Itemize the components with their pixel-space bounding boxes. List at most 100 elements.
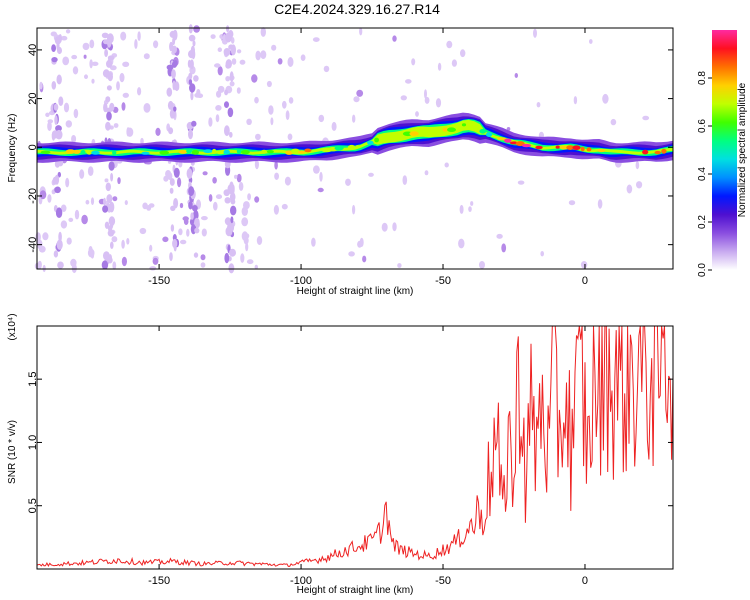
- spectrogram-noise-speckle: [368, 172, 374, 177]
- spectrogram-noise-streak: [193, 75, 199, 82]
- spectrogram-peak: [186, 148, 193, 154]
- snr-y-tick-label: 1.5: [27, 372, 39, 387]
- spectrogram-noise-streak: [107, 229, 115, 237]
- spectrogram-noise-speckle: [514, 73, 518, 78]
- spectrogram-noise-speckle: [91, 78, 95, 84]
- spectrogram-x-tick-label: 0: [582, 275, 588, 287]
- spectrogram-noise-speckle: [71, 54, 78, 60]
- spectrogram-noise-speckle: [39, 190, 47, 200]
- spectrogram-peak: [447, 127, 456, 132]
- spectrogram-noise-speckle: [277, 58, 283, 65]
- spectrogram-peak: [40, 150, 51, 154]
- spectrogram-noise-streak: [166, 87, 173, 97]
- spectrogram-noise-speckle: [444, 162, 449, 168]
- spectrogram-noise-speckle: [153, 40, 159, 49]
- spectrogram-noise-speckle: [317, 187, 324, 193]
- spectrogram-peak: [597, 148, 606, 153]
- spectrogram-noise-speckle: [254, 196, 260, 203]
- spectrogram-noise-streak: [223, 48, 231, 56]
- spectrogram-noise-speckle: [155, 127, 161, 136]
- spectrogram-noise-speckle: [381, 222, 388, 232]
- spectrogram-noise-speckle: [124, 200, 128, 206]
- spectrogram-noise-speckle: [210, 34, 216, 39]
- spectrogram-noise-streak: [103, 197, 106, 206]
- spectrogram-noise-streak: [103, 39, 110, 45]
- spectrogram-noise-speckle: [260, 50, 267, 59]
- spectrogram-noise-speckle: [137, 31, 141, 41]
- spectrogram-noise-speckle: [285, 110, 290, 121]
- spectrogram-peak: [212, 148, 217, 154]
- spectrogram-noise-speckle: [208, 117, 213, 127]
- spectrogram-peak: [374, 137, 379, 143]
- spectrogram-noise-streak: [228, 44, 234, 50]
- spectrogram-noise-streak: [104, 49, 108, 57]
- spectrogram-noise-speckle: [247, 193, 252, 201]
- spectrogram-noise-speckle: [635, 161, 640, 170]
- spectrogram-noise-speckle: [85, 199, 90, 205]
- spectrogram-noise-speckle: [79, 169, 85, 179]
- spectrogram-peak: [580, 146, 585, 152]
- colorbar: 0.0 0.2 0.4 0.6 0.8 Normalized spectral ampl…: [697, 30, 748, 277]
- spectrogram-noise-speckle: [45, 112, 50, 118]
- spectrogram-noise-streak: [55, 125, 62, 132]
- spectrogram-noise-speckle: [113, 123, 119, 128]
- spectrogram-noise-streak: [105, 182, 112, 192]
- spectrogram-peak: [261, 149, 268, 154]
- colorbar-tick-label: 0.0: [697, 263, 708, 277]
- spectrogram-noise-streak: [194, 217, 200, 227]
- spectrogram-noise-speckle: [254, 264, 258, 270]
- spectrogram-noise-speckle: [200, 254, 206, 261]
- spectrogram-noise-streak: [109, 201, 115, 213]
- spectrogram-peak: [497, 137, 506, 141]
- snr-x-tick-label: -50: [435, 575, 451, 587]
- spectrogram-peak: [141, 151, 150, 155]
- spectrogram-noise-streak: [58, 231, 62, 243]
- spectrogram-noise-streak: [167, 100, 174, 110]
- spectrogram-noise-speckle: [451, 59, 457, 67]
- spectrogram-noise-speckle: [148, 203, 155, 208]
- spectrogram-x-tick-label: -150: [148, 275, 170, 287]
- spectrogram-peak: [223, 149, 230, 155]
- colorbar-gradient: [712, 30, 737, 270]
- spectrogram-noise-streak: [172, 61, 177, 68]
- spectrogram-noise-speckle: [222, 33, 226, 44]
- spectrogram-noise-speckle: [62, 56, 70, 66]
- spectrogram-noise-streak: [51, 131, 56, 141]
- spectrogram-noise-streak: [108, 216, 116, 226]
- spectrogram-noise-speckle: [602, 93, 609, 104]
- spectrogram-noise-speckle: [121, 239, 125, 249]
- snr-marks: [36, 325, 674, 567]
- spectrogram-noise-streak: [110, 172, 114, 182]
- spectrogram-peak: [203, 149, 213, 154]
- spectrogram-noise-speckle: [217, 47, 222, 52]
- spectrogram-noise-speckle: [73, 108, 79, 119]
- spectrogram-noise-speckle: [288, 97, 294, 104]
- spectrogram-peak: [334, 146, 344, 151]
- spectrogram-noise-speckle: [200, 262, 206, 268]
- spectrogram-noise-speckle: [331, 121, 337, 131]
- spectrogram-noise-speckle: [65, 177, 70, 188]
- spectrogram-noise-speckle: [213, 201, 218, 211]
- spectrogram-noise-speckle: [300, 54, 306, 61]
- spectrogram-noise-speckle: [229, 81, 235, 87]
- spectrogram-noise-speckle: [149, 266, 157, 271]
- spectrogram-noise-speckle: [580, 261, 588, 269]
- spectrogram-peak: [355, 145, 361, 149]
- snr-y-ticks: 0.5 1.0 1.5: [27, 372, 673, 513]
- spectrogram-noise-streak: [106, 59, 113, 68]
- spectrogram-frame: [36, 27, 674, 270]
- spectrogram-peak: [159, 150, 169, 155]
- spectrogram-noise-streak: [189, 83, 196, 93]
- spectrogram-noise-speckle: [256, 236, 263, 245]
- spectrogram-noise-streak: [224, 197, 231, 204]
- chart-title: C2E4.2024.329.16.27.R14: [274, 1, 440, 17]
- spectrogram-noise-speckle: [435, 98, 442, 108]
- spectrogram-noise-speckle: [42, 232, 49, 241]
- spectrogram-noise-streak: [109, 102, 115, 112]
- spectrogram-noise-streak: [104, 221, 110, 229]
- spectrogram-noise-speckle: [60, 220, 68, 229]
- spectrogram-noise-speckle: [411, 58, 416, 66]
- spectrogram-noise-streak: [224, 101, 229, 108]
- spectrogram-noise-speckle: [359, 237, 364, 247]
- spectrogram-noise-speckle: [231, 58, 237, 65]
